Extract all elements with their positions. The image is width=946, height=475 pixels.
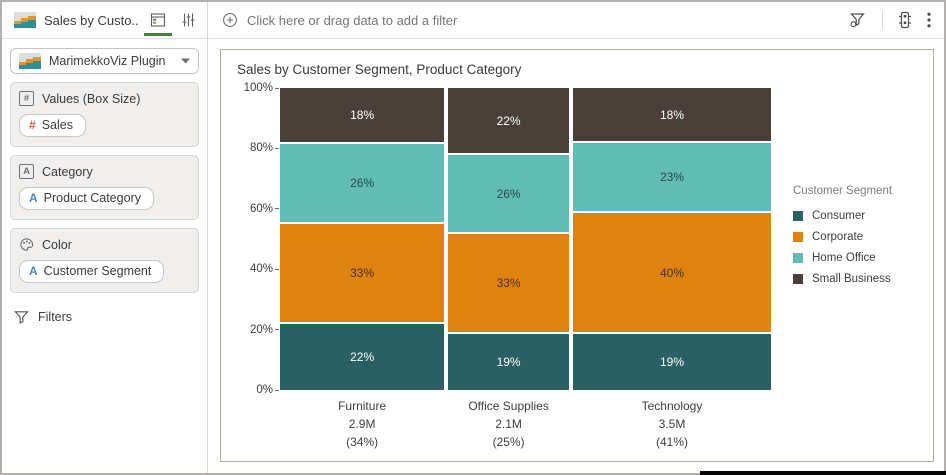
color-section-label: Color xyxy=(42,237,72,252)
category-section-label: Category xyxy=(42,164,93,179)
y-tick-100-: 100% xyxy=(244,82,279,94)
legend-items: Consumer Corporate Home Office Small Busine… xyxy=(793,210,919,294)
values-section-label: Values (Box Size) xyxy=(42,91,141,106)
mekko-plot: 18% 26% 33% 22% Furniture 2.9M (34%) 22% 26% 33% 1… xyxy=(280,88,771,451)
y-axis: 100% 80% 60% 40% 20% 0% xyxy=(235,82,279,396)
grammar-sidebar: Sales by Custo... xyxy=(2,2,208,473)
pill-label: Product Category xyxy=(43,191,141,206)
values-drop-zone[interactable]: # Values (Box Size) # Sales xyxy=(10,82,199,148)
limit-values-filter-icon[interactable] xyxy=(849,12,867,28)
grammar-panel-icon xyxy=(150,12,166,28)
pill-label: Sales xyxy=(41,118,73,133)
y-tick-60-: 60% xyxy=(250,203,279,215)
values-section-header: # Values (Box Size) xyxy=(19,91,190,107)
legend-swatch xyxy=(793,273,803,284)
legend-item-consumer[interactable]: Consumer xyxy=(793,210,919,222)
pill-sales[interactable]: # Sales xyxy=(19,114,86,138)
grammar-tab[interactable] xyxy=(144,8,172,36)
attribute-a-icon: A xyxy=(29,191,38,206)
x-axis-label-technology: Technology 3.5M (41%) xyxy=(641,399,703,449)
marimekko-thumbnail-icon xyxy=(14,12,36,28)
legend-label: Home Office xyxy=(812,251,876,264)
x-axis-label-office-supplies: Office Supplies 2.1M (25%) xyxy=(468,399,549,449)
chevron-down-icon xyxy=(181,58,190,64)
legend-item-small-business[interactable]: Small Business xyxy=(793,273,919,285)
screen-edge-artifact xyxy=(700,471,946,475)
segment-office-supplies-corporate[interactable]: 33% xyxy=(448,234,569,332)
color-section-header: Color xyxy=(19,237,190,252)
marimekko-visualization[interactable]: Sales by Customer Segment, Product Categ… xyxy=(220,49,934,462)
mekko-stack: 18% 26% 33% 22% xyxy=(280,88,445,390)
settings-icon[interactable] xyxy=(898,11,912,29)
marimekko-thumbnail-icon xyxy=(19,53,41,70)
legend-title: Customer Segment xyxy=(793,184,893,197)
segment-technology-small-business[interactable]: 18% xyxy=(572,88,771,142)
sliders-icon xyxy=(181,12,196,28)
chart-title: Sales by Customer Segment, Product Categ… xyxy=(237,62,522,77)
segment-furniture-home-office[interactable]: 26% xyxy=(280,143,445,222)
segment-furniture-consumer[interactable]: 22% xyxy=(280,324,445,390)
filters-label: Filters xyxy=(38,310,73,325)
viz-type-picker[interactable]: MarimekkoViz Plugin xyxy=(10,48,199,75)
divider xyxy=(882,11,883,29)
legend-swatch xyxy=(793,252,803,263)
legend-swatch xyxy=(793,231,803,242)
viz-canvas: Sales by Customer Segment, Product Categ… xyxy=(209,39,944,473)
properties-tab[interactable] xyxy=(177,8,199,32)
add-filter-plus-icon[interactable] xyxy=(222,12,238,28)
legend-label: Consumer xyxy=(812,209,866,222)
y-tick-80-: 80% xyxy=(250,142,279,154)
mekko-stack: 18% 23% 40% 19% xyxy=(572,88,771,390)
mekko-column-furniture: 18% 26% 33% 22% Furniture 2.9M (34%) xyxy=(280,88,445,451)
color-drop-zone[interactable]: Color A Customer Segment xyxy=(10,228,199,294)
filter-bar-prompt[interactable]: Click here or drag data to add a filter xyxy=(247,12,458,28)
y-tick-40-: 40% xyxy=(250,263,279,275)
pill-customer-segment[interactable]: A Customer Segment xyxy=(19,260,165,284)
legend: Customer Segment Consumer Corporate Home O… xyxy=(771,88,919,390)
category-section-header: A Category xyxy=(19,164,190,180)
funnel-icon xyxy=(14,310,29,325)
y-tick-20-: 20% xyxy=(250,324,279,336)
pill-product-category[interactable]: A Product Category xyxy=(19,187,154,211)
category-drop-zone[interactable]: A Category A Product Category xyxy=(10,155,199,221)
legend-item-corporate[interactable]: Corporate xyxy=(793,231,919,243)
text-attribute-box-icon: A xyxy=(19,164,34,180)
legend-label: Corporate xyxy=(812,230,864,243)
segment-furniture-small-business[interactable]: 18% xyxy=(280,88,445,142)
y-tick-0-: 0% xyxy=(256,384,279,396)
legend-item-home-office[interactable]: Home Office xyxy=(793,252,919,264)
legend-label: Small Business xyxy=(812,272,891,285)
measure-hash-icon: # xyxy=(29,118,36,133)
filter-bar-actions xyxy=(849,11,931,29)
viz-type-label: MarimekkoViz Plugin xyxy=(49,54,166,68)
attribute-a-icon: A xyxy=(29,264,38,279)
sidebar-header: Sales by Custo... xyxy=(2,2,207,39)
palette-icon xyxy=(19,237,34,252)
mekko-column-technology: 18% 23% 40% 19% Technology 3.5M (41%) xyxy=(572,88,771,451)
chart-body: 100% 80% 60% 40% 20% 0% 18% 26% 33% 22% Furniture… xyxy=(235,82,919,451)
legend-swatch xyxy=(793,210,803,221)
segment-furniture-corporate[interactable]: 33% xyxy=(280,223,445,323)
menu-kebab-icon[interactable] xyxy=(927,12,931,28)
viz-title-truncated: Sales by Custo... xyxy=(44,12,139,28)
segment-office-supplies-home-office[interactable]: 26% xyxy=(448,155,569,233)
main-area: Click here or drag data to add a filter xyxy=(209,2,944,473)
segment-technology-consumer[interactable]: 19% xyxy=(572,333,771,390)
segment-office-supplies-small-business[interactable]: 22% xyxy=(448,88,569,154)
mekko-stack: 22% 26% 33% 19% xyxy=(448,88,569,390)
sidebar-body: MarimekkoViz Plugin # Values (Box Size) … xyxy=(2,39,207,342)
mekko-column-office-supplies: 22% 26% 33% 19% Office Supplies 2.1M (25%) xyxy=(448,88,569,451)
segment-technology-home-office[interactable]: 23% xyxy=(572,143,771,212)
segment-office-supplies-consumer[interactable]: 19% xyxy=(448,333,569,390)
filter-bar[interactable]: Click here or drag data to add a filter xyxy=(209,2,944,39)
filters-drop-zone[interactable]: Filters xyxy=(10,301,199,333)
segment-technology-corporate[interactable]: 40% xyxy=(572,213,771,332)
number-box-icon: # xyxy=(19,91,34,107)
x-axis-label-furniture: Furniture 2.9M (34%) xyxy=(338,399,387,449)
pill-label: Customer Segment xyxy=(43,264,152,279)
